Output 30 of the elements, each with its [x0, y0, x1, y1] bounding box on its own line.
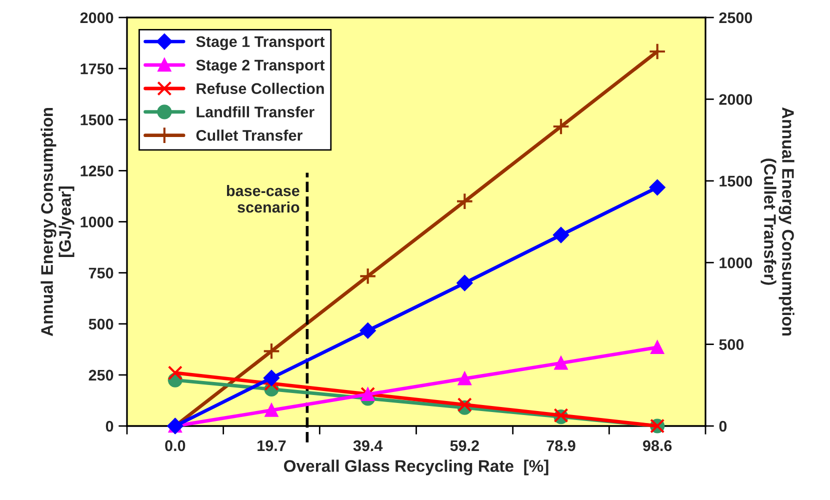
y2-tick-label: 1000 — [720, 257, 752, 268]
y2-axis-title: Annual Energy Consumption (Cullet Transfer) — [760, 107, 794, 336]
x-tick-label: 19.7 — [258, 440, 286, 452]
x-tick-label: 39.4 — [353, 440, 383, 452]
legend-label: Refuse Collection — [196, 82, 324, 94]
ref-line-label: base-case scenario — [226, 184, 300, 213]
y2-tick-label: 0 — [719, 420, 727, 432]
y-tick-label: 500 — [88, 318, 114, 330]
y-tick-label: 1000 — [80, 216, 114, 228]
legend-label: Stage 2 Transport — [196, 60, 325, 74]
x-tick-label: 59.2 — [450, 440, 479, 452]
y-tick-label: 1500 — [80, 114, 114, 126]
y-axis-title: Annual Energy Consumption [GJ/year] — [40, 108, 74, 336]
x-tick-label: 0.0 — [165, 440, 186, 452]
legend-label: Landfill Transfer — [196, 106, 314, 118]
legend-label: Cullet Transfer — [196, 130, 302, 141]
x-tick-label: 98.6 — [642, 440, 672, 452]
legend-label: Stage 1 Transport — [196, 36, 325, 50]
y-tick-label: 0 — [106, 420, 114, 432]
y-tick-label: 1750 — [80, 63, 114, 74]
y2-tick-label: 2500 — [719, 12, 752, 24]
y2-tick-label: 500 — [719, 339, 744, 350]
x-axis-title: Overall Glass Recycling Rate [%] — [284, 460, 548, 476]
y-tick-label: 750 — [88, 268, 114, 278]
y-tick-label: 250 — [88, 370, 114, 381]
y-tick-label: 1250 — [80, 166, 114, 176]
y2-tick-label: 1500 — [720, 176, 752, 187]
x-tick-label: 78.9 — [546, 440, 576, 452]
y2-tick-label: 2000 — [719, 94, 752, 105]
y-tick-label: 2000 — [80, 12, 114, 24]
